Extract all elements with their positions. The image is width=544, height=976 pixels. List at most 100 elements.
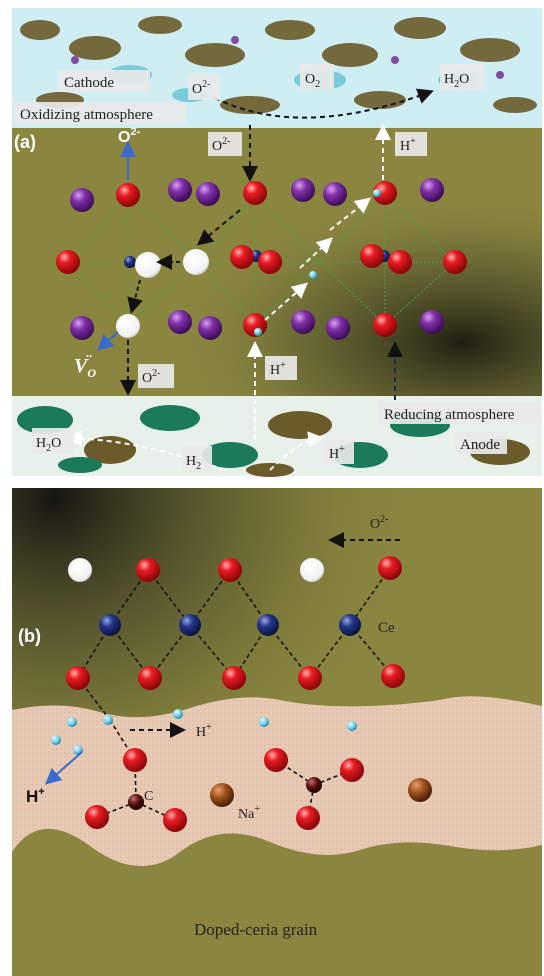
oxygen-atom xyxy=(340,758,364,782)
oxygen-atom xyxy=(381,664,405,688)
label-reducing: Reducing atmosphere xyxy=(384,407,515,423)
dopant-atom xyxy=(420,178,444,202)
proton xyxy=(309,271,317,279)
label-anode: Anode xyxy=(460,437,500,453)
oxygen-atom xyxy=(360,244,384,268)
arrows-b xyxy=(45,532,400,785)
oxygen-atom xyxy=(373,181,397,205)
oxygen-atom xyxy=(56,250,80,274)
sodium-atom xyxy=(210,783,234,807)
oxygen-atom xyxy=(373,313,397,337)
proton xyxy=(254,328,262,336)
oxygen-atom xyxy=(222,666,246,690)
cerium-atom xyxy=(124,256,136,268)
atoms-b xyxy=(51,556,432,832)
anode-h-arrow xyxy=(269,431,324,471)
proton xyxy=(51,735,61,745)
label-panel-b: (b) xyxy=(18,626,41,646)
oxygen-atom xyxy=(443,250,467,274)
sodium-atom xyxy=(408,778,432,802)
oxygen-vacancy xyxy=(116,314,140,338)
vacancies-a xyxy=(116,249,209,338)
dopant-atom xyxy=(196,182,220,206)
proton-diag-arrow-2 xyxy=(299,237,333,269)
oxygen-vacancy xyxy=(68,558,92,582)
carbonate-layer xyxy=(12,696,542,867)
label-o2minus-top: O2- xyxy=(192,79,210,97)
label-h2o-bottom: H2O xyxy=(36,436,61,454)
vac-down-arrow xyxy=(127,279,143,314)
carbon-atom xyxy=(306,777,322,793)
label-sodium: Na+ xyxy=(238,804,260,822)
panel-b: (b) O2- Ce H+ H+ C Na+ Doped-ceria grain xyxy=(12,488,542,976)
oxygen-atom xyxy=(163,808,187,832)
label-o2minus-b: O2- xyxy=(370,514,388,532)
oxygen-atom xyxy=(66,666,90,690)
oxygen-atom xyxy=(388,250,412,274)
label-o2minus-bold: O2- xyxy=(118,126,141,146)
proton xyxy=(103,715,113,725)
label-hplus-top: H+ xyxy=(400,136,416,154)
oxygen-atom xyxy=(138,666,162,690)
proton xyxy=(259,717,269,727)
labels-a: Cathode Oxidizing atmosphere O2- O2 H2O … xyxy=(14,64,540,472)
proton xyxy=(347,721,357,731)
protons-a xyxy=(254,189,381,336)
oxygen-atom xyxy=(298,666,322,690)
proton xyxy=(173,709,183,719)
dopant-atom xyxy=(291,178,315,202)
dopant-atom xyxy=(420,310,444,334)
oxygen-vacancy xyxy=(135,252,161,278)
oxygen-atom xyxy=(85,805,109,829)
dopant-atom xyxy=(70,188,94,212)
oxygen-atom xyxy=(243,181,267,205)
dopant-atoms-a xyxy=(70,178,444,340)
oxygen-atom xyxy=(123,748,147,772)
oxygen-vacancy xyxy=(183,249,209,275)
dopant-atom xyxy=(70,316,94,340)
label-hplus-bold: H+ xyxy=(26,786,45,806)
oxygen-atom xyxy=(116,183,140,207)
label-oxidizing: Oxidizing atmosphere xyxy=(20,107,153,123)
cerium-atom xyxy=(257,614,279,636)
label-o2minus-low: O2- xyxy=(142,368,160,386)
label-h2o-top: H2O xyxy=(444,72,469,90)
panel-a: Cathode Oxidizing atmosphere O2- O2 H2O … xyxy=(12,8,542,477)
vacancy-arrow xyxy=(97,331,119,351)
label-grain: Doped-ceria grain xyxy=(194,920,318,939)
label-hplus-bottom: H+ xyxy=(329,444,345,462)
proton xyxy=(67,717,77,727)
dopant-atom xyxy=(326,316,350,340)
label-o2minus-mid: O2- xyxy=(212,136,230,154)
oxygen-atom xyxy=(378,556,402,580)
oxygen-vacancy xyxy=(300,558,324,582)
cerium-atom xyxy=(339,614,361,636)
dopant-atom xyxy=(168,310,192,334)
label-vacancy: VO·· xyxy=(74,349,96,380)
label-panel-a: (a) xyxy=(14,132,36,152)
label-hplus-b: H+ xyxy=(196,722,212,740)
oxygen-atom xyxy=(264,748,288,772)
label-carbon: C xyxy=(144,789,153,804)
labels-b: (b) O2- Ce H+ H+ C Na+ Doped-ceria grain xyxy=(18,514,395,939)
label-hplus-low: H+ xyxy=(270,360,286,378)
oxygen-atom xyxy=(136,558,160,582)
oxygen-atom xyxy=(218,558,242,582)
dopant-atom xyxy=(168,178,192,202)
dopant-atom xyxy=(291,310,315,334)
dopant-atom xyxy=(323,182,347,206)
oxygen-atom xyxy=(230,245,254,269)
label-o2: O2 xyxy=(305,72,320,90)
label-h2-bottom: H2 xyxy=(186,454,201,472)
proton xyxy=(373,189,381,197)
proton-out-arrow xyxy=(45,751,83,785)
cerium-atom xyxy=(99,614,121,636)
oxygen-atom xyxy=(258,250,282,274)
label-cathode: Cathode xyxy=(64,75,114,91)
oxygen-atom xyxy=(296,806,320,830)
oxygen-atoms-a xyxy=(56,181,467,337)
proton-diag-arrow-3 xyxy=(329,197,372,231)
o2-path-arrow xyxy=(214,88,434,119)
carbon-atom xyxy=(128,794,144,810)
